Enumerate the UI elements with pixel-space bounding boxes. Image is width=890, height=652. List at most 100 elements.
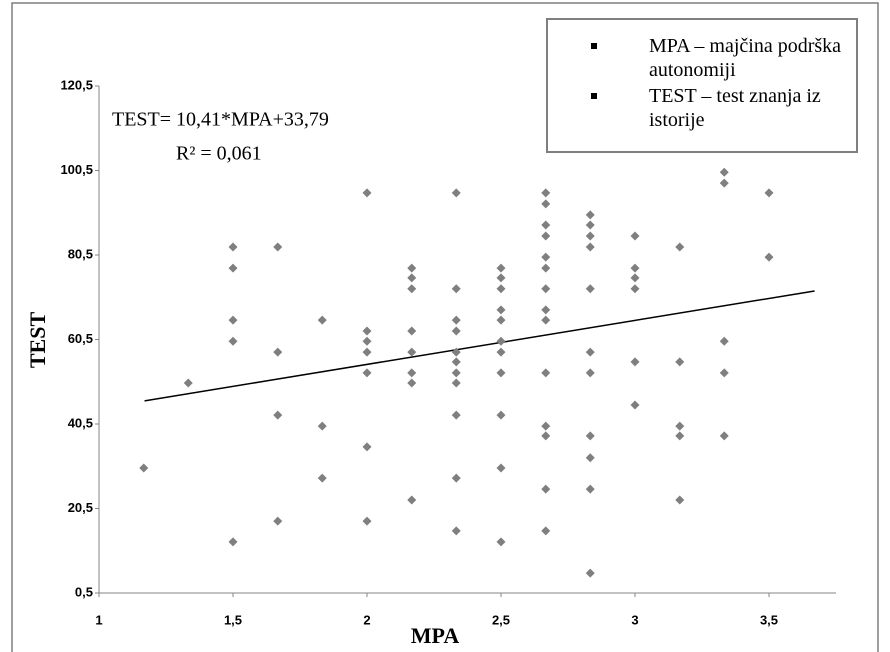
point [317,421,327,431]
x-tick-label: 3 [631,612,638,627]
point [407,378,417,388]
point [362,336,372,346]
point [362,347,372,357]
point [585,220,595,230]
point [407,347,417,357]
point [407,326,417,336]
point [541,231,551,241]
point [541,368,551,378]
point [719,336,729,346]
point [585,431,595,441]
point [719,431,729,441]
point [719,178,729,188]
point [675,431,685,441]
point [362,188,372,198]
point [496,315,506,325]
point [630,231,640,241]
y-tick-label: 0,5 [75,584,93,599]
point [273,347,283,357]
point [675,242,685,252]
point [317,315,327,325]
point [451,188,461,198]
point [451,315,461,325]
point [541,484,551,494]
legend-marker [591,43,597,49]
legend-item: TEST – test znanja iz istorije [588,84,846,132]
x-axis-title: MPA [411,623,460,648]
y-tick-label: 80,5 [68,246,93,261]
y-tick-label: 20,5 [68,500,93,515]
chart-frame [11,2,879,652]
point [407,273,417,283]
point [362,326,372,336]
point [630,284,640,294]
point [496,463,506,473]
legend-label: TEST – test znanja iz istorije [649,85,821,131]
point [585,568,595,578]
point [451,473,461,483]
y-tick-label: 40,5 [68,415,93,430]
y-tick-label: 60,5 [68,331,93,346]
point [541,421,551,431]
point [585,347,595,357]
point [630,273,640,283]
point [496,273,506,283]
point [630,263,640,273]
point [541,526,551,536]
point [541,220,551,230]
point [541,188,551,198]
point [228,537,238,547]
point [496,284,506,294]
point [451,410,461,420]
point [228,242,238,252]
point [451,347,461,357]
point [541,263,551,273]
x-tick-label: 2,5 [492,612,510,627]
r-squared: R² = 0,061 [176,143,262,165]
point [675,357,685,367]
legend-label: MPA – majčina podrška autonomiji [649,35,842,81]
point [764,252,774,262]
point [362,442,372,452]
point [407,495,417,505]
trendline [144,290,815,402]
y-axis-title: TEST [25,312,50,369]
x-tick-label: 1 [95,612,102,627]
x-tick-label: 2 [363,612,370,627]
point [585,284,595,294]
point [496,368,506,378]
point [139,463,149,473]
equation: TEST= 10,41*MPA+33,79 [112,109,329,131]
point [541,284,551,294]
y-tick-label: 100,5 [60,162,93,177]
point [630,357,640,367]
point [183,378,193,388]
point [675,421,685,431]
point [451,357,461,367]
point [407,368,417,378]
point [362,516,372,526]
point [317,473,327,483]
point [496,537,506,547]
point [719,368,729,378]
point [273,410,283,420]
point [675,495,685,505]
point [451,326,461,336]
point [451,368,461,378]
point [228,336,238,346]
point [496,263,506,273]
point [764,188,774,198]
y-tick-label: 120,5 [60,77,93,92]
point [541,252,551,262]
point [585,484,595,494]
x-tick-label: 3,5 [760,612,778,627]
point [228,315,238,325]
point [407,284,417,294]
point [585,231,595,241]
point [541,305,551,315]
point [585,210,595,220]
point [541,315,551,325]
point [496,410,506,420]
legend-marker [591,93,597,99]
